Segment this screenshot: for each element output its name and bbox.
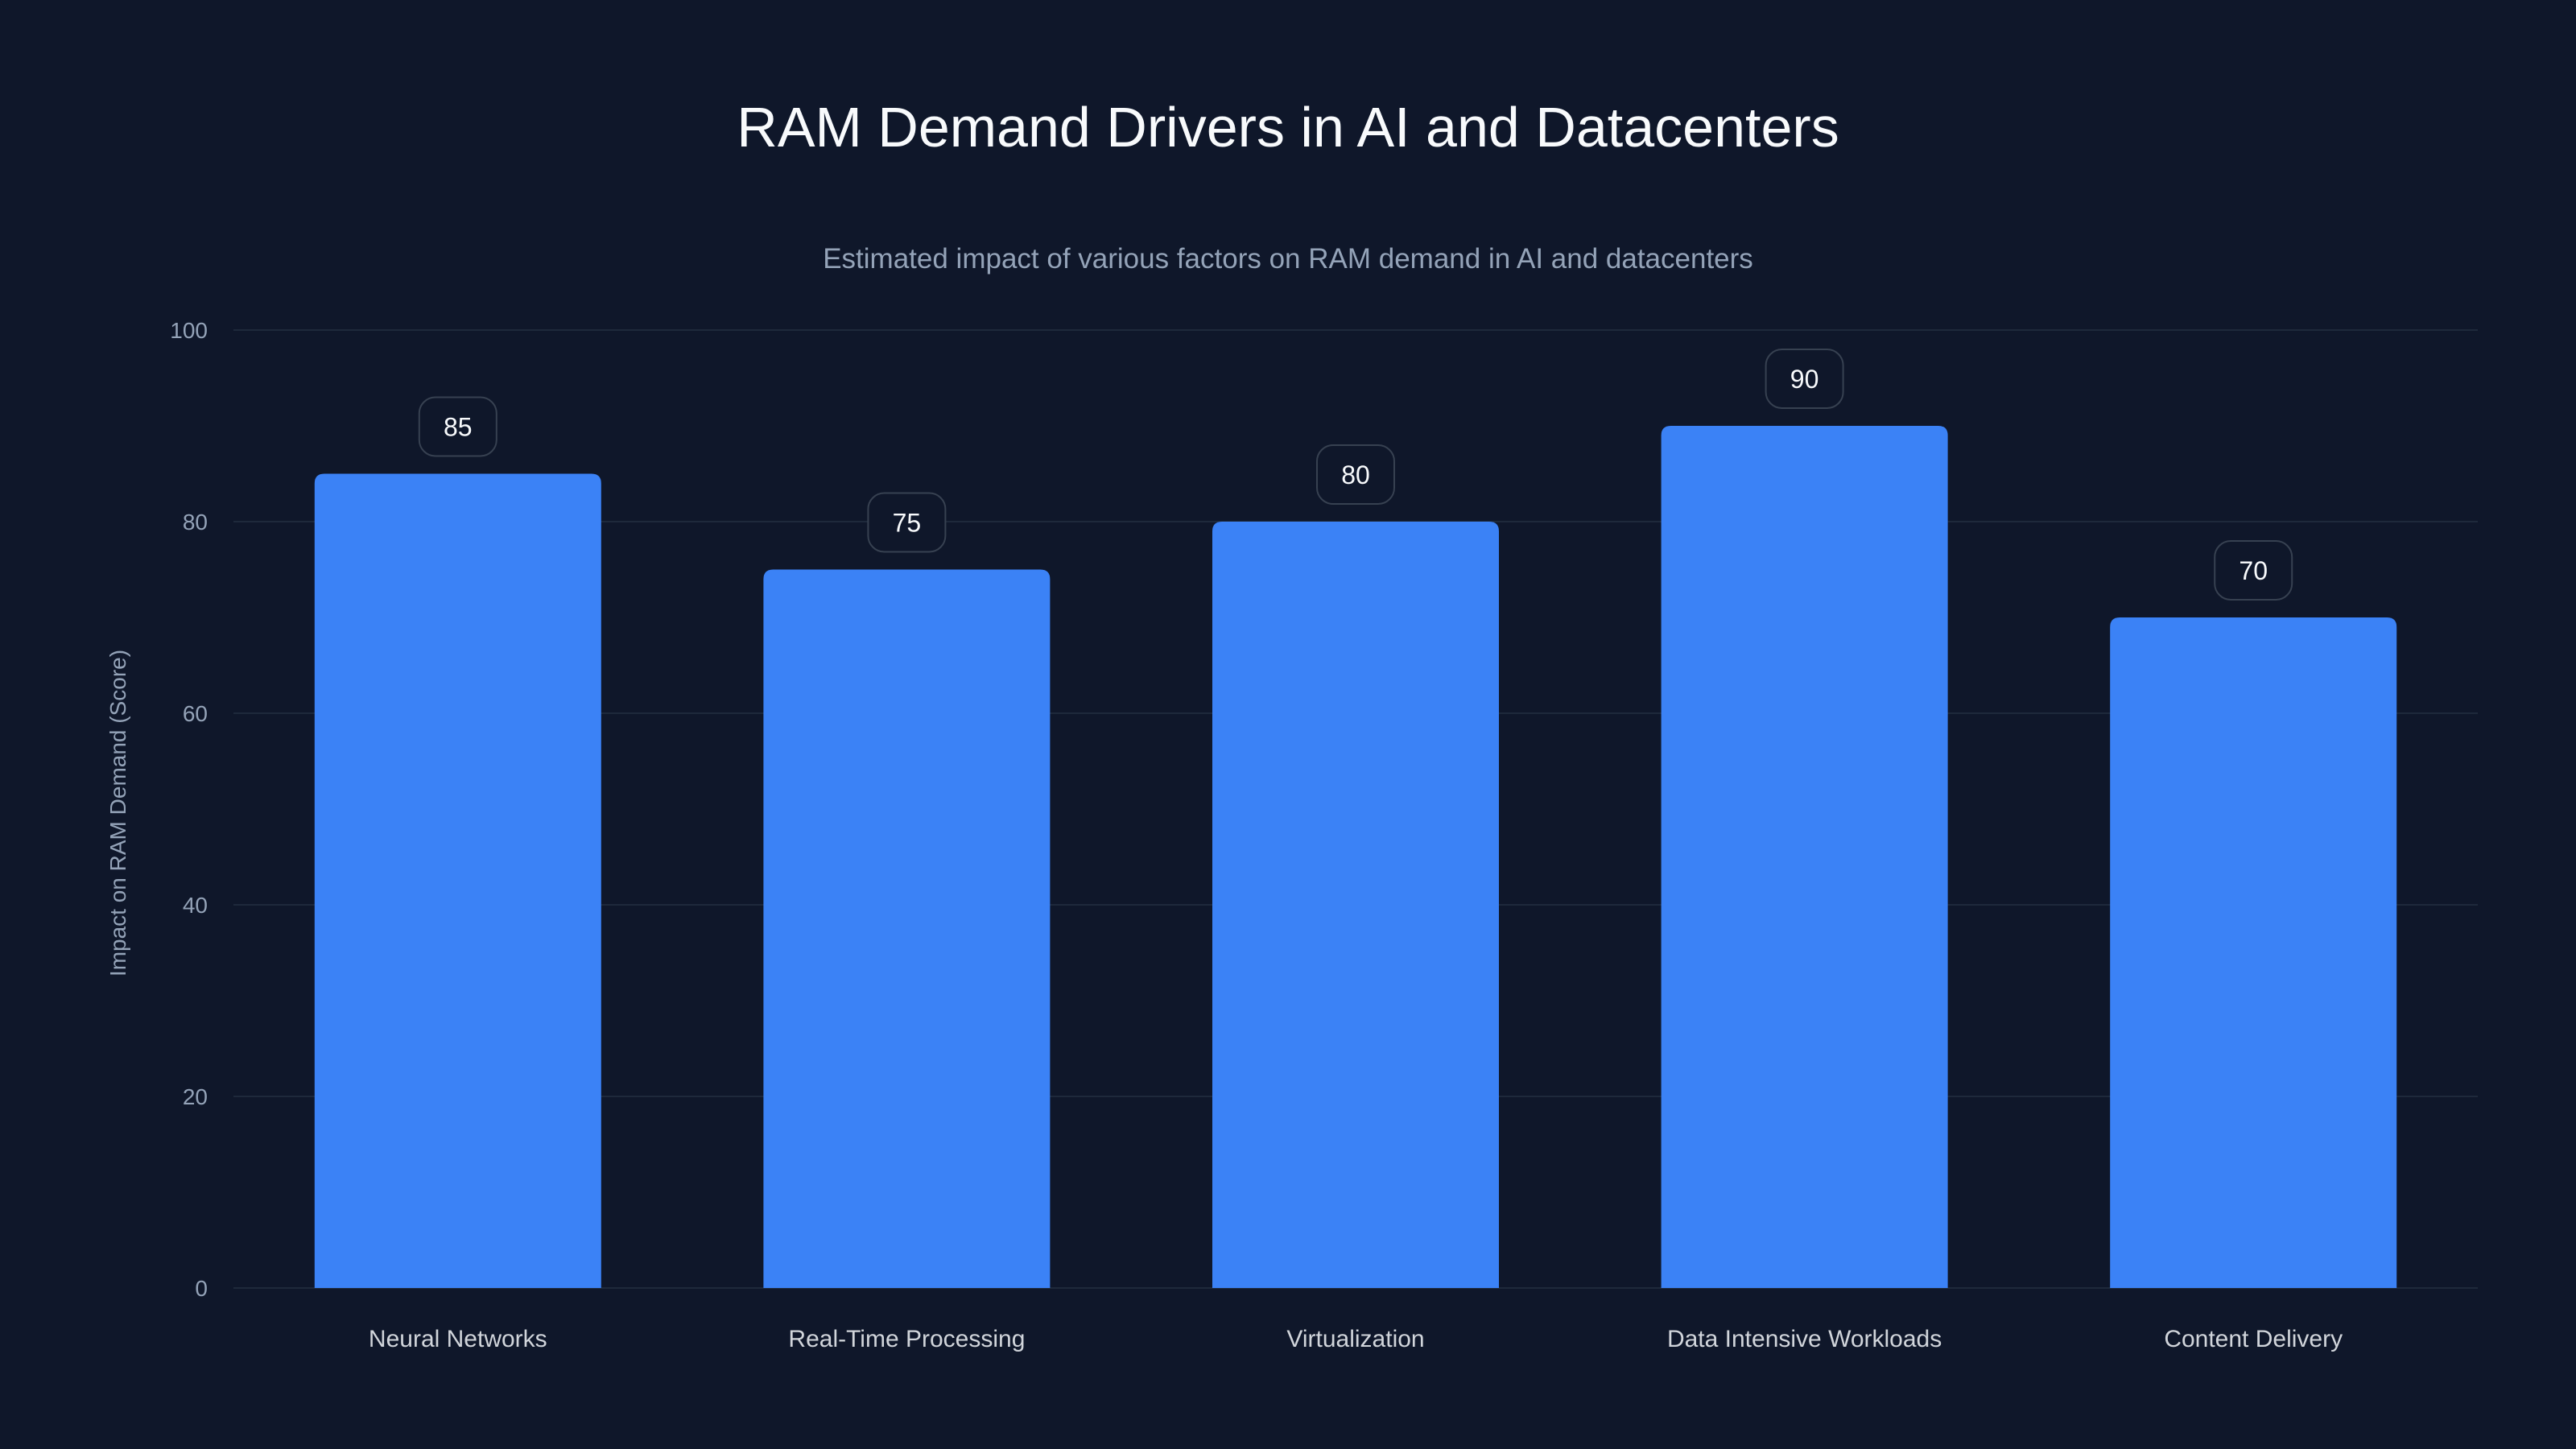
y-tick-label: 60	[183, 701, 208, 726]
y-tick-label: 40	[183, 893, 208, 918]
data-label-box	[2214, 540, 2293, 601]
bar	[1661, 426, 1948, 1288]
data-label-box	[867, 492, 947, 553]
data-label: 90	[1790, 365, 1819, 394]
y-tick-label: 80	[183, 510, 208, 535]
y-tick-label: 0	[195, 1276, 208, 1301]
bar	[2110, 617, 2397, 1288]
bar	[1212, 522, 1499, 1288]
chart-title: RAM Demand Drivers in AI and Datacenters	[737, 96, 1839, 159]
x-tick-label: Content Delivery	[2164, 1326, 2343, 1352]
x-tick-label: Data Intensive Workloads	[1667, 1326, 1942, 1352]
data-label-box	[1316, 444, 1395, 505]
y-tick-label: 100	[170, 318, 208, 343]
x-tick-label: Virtualization	[1286, 1326, 1424, 1352]
x-tick-label: Neural Networks	[369, 1326, 547, 1352]
bar	[763, 569, 1051, 1288]
data-label-box	[418, 396, 497, 457]
data-label-box	[1765, 349, 1844, 409]
data-label: 85	[444, 413, 473, 442]
data-label: 75	[893, 509, 922, 538]
chart-subtitle: Estimated impact of various factors on R…	[823, 243, 1753, 275]
x-tick-label: Real-Time Processing	[788, 1326, 1025, 1352]
data-label: 80	[1341, 460, 1370, 489]
data-label: 70	[2239, 556, 2268, 585]
bar	[314, 473, 601, 1288]
y-tick-label: 20	[183, 1084, 208, 1109]
